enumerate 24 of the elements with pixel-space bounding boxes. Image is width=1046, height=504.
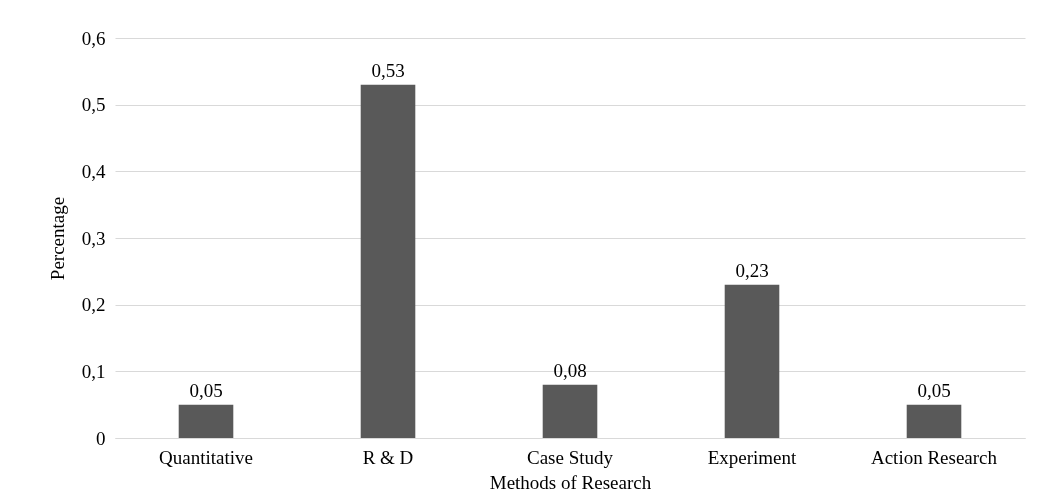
data-label: 0,23 — [735, 259, 769, 281]
data-label: 0,53 — [371, 59, 405, 81]
data-label: 0,05 — [917, 379, 951, 401]
y-tick-label: 0,1 — [81, 360, 106, 382]
y-tick-label: 0,5 — [81, 94, 106, 116]
y-tick-label: 0,2 — [81, 294, 106, 316]
data-label: 0,05 — [189, 379, 223, 401]
x-tick-label: Quantitative — [159, 446, 253, 468]
y-tick-label: 0,3 — [81, 227, 106, 249]
y-tick-label: 0 — [96, 427, 106, 449]
x-tick-label: Experiment — [707, 446, 798, 468]
bar — [542, 384, 598, 438]
bar — [178, 404, 234, 438]
x-tick-label: R & D — [362, 446, 414, 468]
x-tick-label: Action Research — [870, 446, 998, 468]
y-tick-label: 0,4 — [81, 160, 106, 182]
bar — [360, 84, 416, 438]
bar — [906, 404, 962, 438]
bar — [724, 284, 780, 438]
data-label: 0,08 — [553, 359, 587, 381]
x-tick-label: Case Study — [526, 446, 614, 468]
x-axis-title: Methods of Research — [489, 471, 652, 493]
y-axis-title: Percentage — [46, 196, 68, 281]
y-tick-label: 0,6 — [81, 27, 106, 49]
